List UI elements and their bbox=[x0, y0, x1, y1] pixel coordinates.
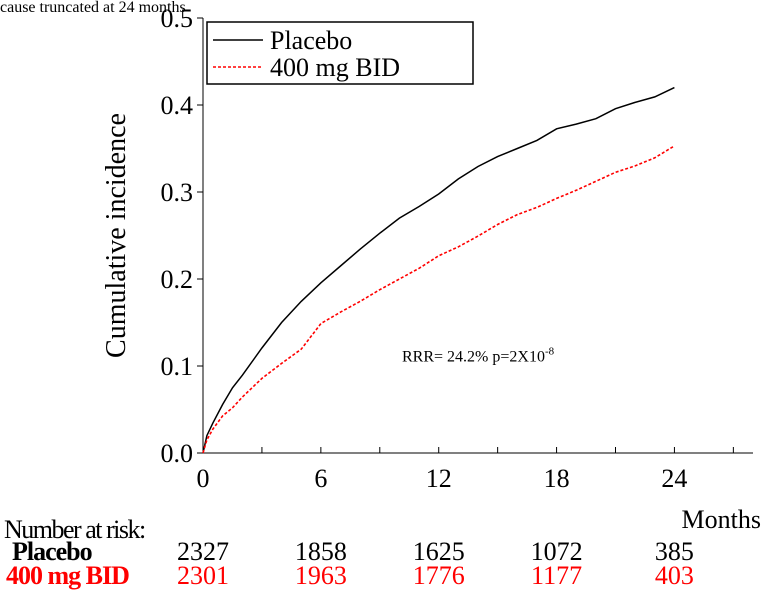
y-tick-label: 0.3 bbox=[161, 178, 194, 207]
plot-area: 0.0 0.1 0.2 0.3 0.4 0.5 0 6 12 18 24 Months Cumulati… bbox=[101, 4, 761, 534]
y-tick-label: 0.1 bbox=[161, 352, 194, 381]
y-axis-label: Cumulative incidence bbox=[101, 113, 132, 358]
risk-row-value: 1625 bbox=[413, 537, 465, 566]
y-tick-label: 0.2 bbox=[161, 265, 194, 294]
risk-row-value: 2327 bbox=[177, 537, 229, 566]
x-axis-label: Months bbox=[682, 505, 761, 534]
risk-row-value: 1776 bbox=[413, 561, 465, 590]
annotation-superscript: -8 bbox=[545, 346, 555, 358]
x-tick-label: 0 bbox=[197, 464, 210, 493]
series-line-treatment bbox=[202, 145, 675, 454]
risk-row-value: 2301 bbox=[177, 561, 229, 590]
x-tick-label: 12 bbox=[426, 464, 452, 493]
risk-row-value: 1177 bbox=[531, 561, 582, 590]
risk-table: Number at risk:Placebo 2327 1858 1625 1072 38… bbox=[4, 515, 694, 590]
legend-label: 400 mg BID bbox=[270, 53, 400, 82]
risk-row-value: 1072 bbox=[531, 537, 583, 566]
x-tick-label: 24 bbox=[661, 464, 687, 493]
risk-row-label: Placebo bbox=[12, 537, 93, 566]
x-tick-label: 6 bbox=[314, 464, 327, 493]
header-text: cause truncated at 24 months bbox=[0, 0, 186, 16]
annotation-text: RRR= 24.2% p=2X10-8 bbox=[402, 346, 555, 366]
series-line-placebo bbox=[202, 86, 675, 454]
risk-table-title: Number at risk: bbox=[4, 515, 145, 544]
risk-row-value: 403 bbox=[655, 561, 694, 590]
y-tick-label: 0.5 bbox=[161, 4, 194, 33]
y-tick-label: 0.0 bbox=[161, 439, 194, 468]
risk-row-label: 400 mg BID bbox=[6, 561, 129, 590]
risk-row-value: 385 bbox=[655, 537, 694, 566]
legend-label: Placebo bbox=[270, 26, 352, 55]
risk-row-value: 1963 bbox=[295, 561, 347, 590]
y-tick-label: 0.4 bbox=[161, 91, 194, 120]
risk-row-value: 1858 bbox=[295, 537, 347, 566]
x-tick-label: 18 bbox=[544, 464, 570, 493]
legend-box bbox=[206, 21, 474, 85]
